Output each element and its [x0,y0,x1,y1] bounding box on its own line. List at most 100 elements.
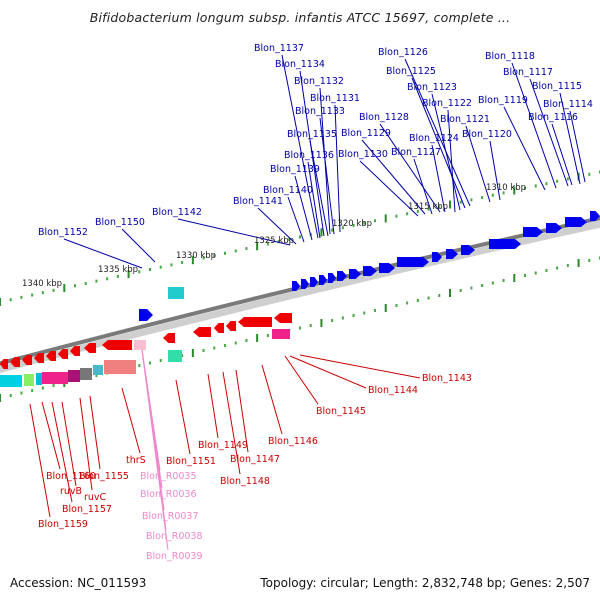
gene-label-upper[interactable]: Blon_1122 [422,98,472,109]
gene-label-lower[interactable]: Blon_1147 [230,454,280,465]
gene-arrow-reverse[interactable] [226,321,236,331]
gene-box-green[interactable] [168,350,182,362]
gene-box-green[interactable] [24,374,34,386]
gene-arrow-reverse[interactable] [34,353,44,363]
gene-arrow-forward[interactable] [310,277,318,287]
gene-label-upper[interactable]: Blon_1139 [270,164,320,175]
gene-label-upper[interactable]: Blon_1119 [478,95,528,106]
gene-arrow-reverse[interactable] [214,323,224,333]
gene-label-upper[interactable]: Blon_1131 [310,93,360,104]
gene-label-lower[interactable]: Blon_1149 [198,440,248,451]
gene-label-upper[interactable]: Blon_1124 [409,133,459,144]
gene-label-upper[interactable]: Blon_1126 [378,47,428,58]
rna-label[interactable]: Blon_R0036 [140,489,197,500]
gene-label-upper[interactable]: Blon_1114 [543,99,593,110]
gene-arrow-forward[interactable] [489,239,521,249]
gene-box-salmon[interactable] [104,360,136,374]
gene-box-teal[interactable] [93,365,103,375]
gene-arrow-reverse[interactable] [193,327,211,337]
gene-label-lower[interactable]: Blon_1145 [316,406,366,417]
gene-label-lower[interactable]: Blon_1143 [422,373,472,384]
gene-label-upper[interactable]: Blon_1121 [440,114,490,125]
gene-label-lower[interactable]: Blon_1157 [62,504,112,515]
gene-arrow-forward[interactable] [319,275,327,285]
gene-arrow-reverse[interactable] [10,357,20,367]
gene-label-lower[interactable]: thrS [126,455,146,466]
gene-label-upper[interactable]: Blon_1142 [152,207,202,218]
gene-box-cyan[interactable] [36,373,42,385]
gene-arrow-forward[interactable] [328,273,336,283]
gene-label-upper[interactable]: Blon_1136 [284,150,334,161]
gene-arrow-reverse[interactable] [70,346,80,356]
gene-label-lower[interactable]: ruvC [84,492,107,503]
gene-label-upper[interactable]: Blon_1132 [294,76,344,87]
gene-arrow-forward[interactable] [546,223,562,233]
gene-arrow-forward[interactable] [446,249,458,259]
gene-label-upper[interactable]: Blon_1133 [295,106,345,117]
gene-label-upper[interactable]: Blon_1130 [338,149,388,160]
gene-arrow-reverse[interactable] [46,351,56,361]
gene-label-lower[interactable]: Blon_1159 [38,519,88,530]
rna-label[interactable]: Blon_R0039 [146,551,203,562]
gene-arrow-forward[interactable] [139,309,153,321]
gene-arrow-reverse[interactable] [238,317,272,327]
gene-box-grey[interactable] [80,368,92,380]
gene-label-upper[interactable]: Blon_1120 [462,129,512,140]
gene-arrow-forward[interactable] [379,263,395,273]
gene-arrow-reverse[interactable] [163,333,175,343]
rna-label[interactable]: Blon_R0035 [140,471,197,482]
gene-label-upper[interactable]: Blon_1117 [503,67,553,78]
gene-label-upper[interactable]: Blon_1123 [407,82,457,93]
gene-label-lower[interactable]: ruvB [60,486,82,497]
gene-label-upper[interactable]: Blon_1141 [233,196,283,207]
gene-label-upper[interactable]: Blon_1134 [275,59,325,70]
gene-label-lower[interactable]: Blon_1151 [166,456,216,467]
gene-arrow-forward[interactable] [363,266,377,276]
gene-arrow-forward[interactable] [461,245,475,255]
gene-label-lower[interactable]: Blon_1144 [368,385,418,396]
gene-arrow-forward[interactable] [397,257,429,267]
rna-label[interactable]: Blon_R0037 [142,511,199,522]
gene-label-lower[interactable]: Blon_1160 [46,471,96,482]
gene-label-upper[interactable]: Blon_1116 [528,112,578,123]
gene-arrow-forward[interactable] [337,271,347,281]
gene-label-upper[interactable]: Blon_1150 [95,217,145,228]
gene-arrow-forward[interactable] [590,211,600,221]
gene-arrow-reverse[interactable] [0,359,8,369]
gene-arrow-reverse[interactable] [274,313,292,323]
gene-label-lower[interactable]: Blon_1146 [268,436,318,447]
gene-label-lower[interactable]: Blon_1155 [79,471,129,482]
gene-label-upper[interactable]: Blon_1115 [532,81,582,92]
gene-arrow-reverse[interactable] [58,349,68,359]
gene-features-layer[interactable] [0,211,600,387]
gene-arrow-forward[interactable] [292,281,300,291]
gene-label-upper[interactable]: Blon_1140 [263,185,313,196]
gene-label-upper[interactable]: Blon_1135 [287,129,337,140]
gene-label-upper[interactable]: Blon_1137 [254,43,304,54]
gene-label-upper[interactable]: Blon_1128 [359,112,409,123]
gene-label-upper[interactable]: Blon_1125 [386,66,436,77]
rna-box[interactable] [134,340,146,350]
gene-arrow-reverse[interactable] [22,355,32,365]
gene-box-magenta[interactable] [272,329,290,339]
gene-label-upper[interactable]: Blon_1127 [391,147,441,158]
gene-label-upper[interactable]: Blon_1118 [485,51,535,62]
gene-labels-layer[interactable]: Blon_1137 Blon_1134 Blon_1132 Blon_1131 Blon… [38,43,593,562]
gene-arrow-forward[interactable] [523,227,543,237]
gene-arrow-forward[interactable] [349,269,361,279]
gene-label-upper[interactable]: Blon_1152 [38,227,88,238]
gene-arrow-forward[interactable] [432,252,442,262]
gene-arrow-forward[interactable] [301,279,309,289]
gene-arrow-reverse[interactable] [84,343,96,353]
gene-box-teal[interactable] [168,287,184,299]
gene-label-lower[interactable]: Blon_1148 [220,476,270,487]
gene-box-magenta[interactable] [42,372,68,384]
label-connector [569,110,586,183]
gene-arrow-reverse[interactable] [102,340,132,350]
rna-label[interactable]: Blon_R0038 [146,531,203,542]
gene-arrow-forward[interactable] [565,217,587,227]
gene-box-cyan[interactable] [0,375,22,387]
gene-label-upper[interactable]: Blon_1129 [341,128,391,139]
gene-box-magenta[interactable] [68,370,80,382]
